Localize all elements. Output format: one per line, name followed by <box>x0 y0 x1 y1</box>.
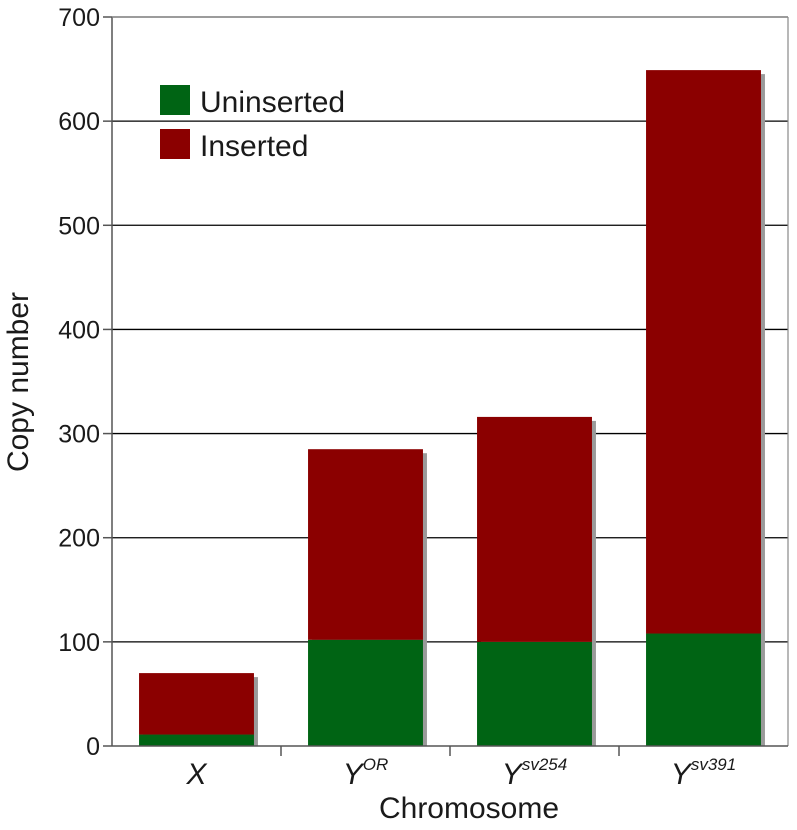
legend-label-inserted: Inserted <box>200 130 308 163</box>
bar-uninserted-2 <box>477 641 592 746</box>
legend-swatch-inserted <box>160 129 190 159</box>
bars <box>139 70 765 746</box>
y-tick-label-100: 100 <box>58 629 100 657</box>
bar-inserted-3 <box>646 70 761 634</box>
bar-inserted-1 <box>308 449 423 640</box>
x-tick-labels: X YOR Ysv254 Ysv391 <box>185 755 736 791</box>
y-tick-label-400: 400 <box>58 316 100 344</box>
y-axis-title: Copy number <box>2 292 35 472</box>
y-tick-label-600: 600 <box>58 108 100 136</box>
y-tick-label-200: 200 <box>58 525 100 553</box>
x-tick-label-2: Ysv254 <box>502 755 567 791</box>
x-tick-label-1: YOR <box>343 755 389 791</box>
legend: Uninserted Inserted <box>160 85 345 163</box>
bar-uninserted-1 <box>308 639 423 746</box>
x-tick-label-0: X <box>185 758 207 791</box>
bar-inserted-0 <box>139 673 254 735</box>
x-axis-title: Chromosome <box>379 792 559 825</box>
bar-inserted-2 <box>477 416 592 642</box>
y-tick-labels: 0 100 200 300 400 500 600 700 <box>58 4 100 761</box>
axes <box>103 16 789 756</box>
y-tick-label-0: 0 <box>86 733 100 761</box>
bar-uninserted-3 <box>646 633 761 746</box>
legend-label-uninserted: Uninserted <box>200 86 345 119</box>
y-tick-label-300: 300 <box>58 421 100 449</box>
y-tick-label-500: 500 <box>58 212 100 240</box>
legend-swatch-uninserted <box>160 85 190 115</box>
x-tick-label-3: Ysv391 <box>671 755 736 791</box>
y-tick-label-700: 700 <box>58 4 100 32</box>
bar-uninserted-0 <box>139 734 254 746</box>
